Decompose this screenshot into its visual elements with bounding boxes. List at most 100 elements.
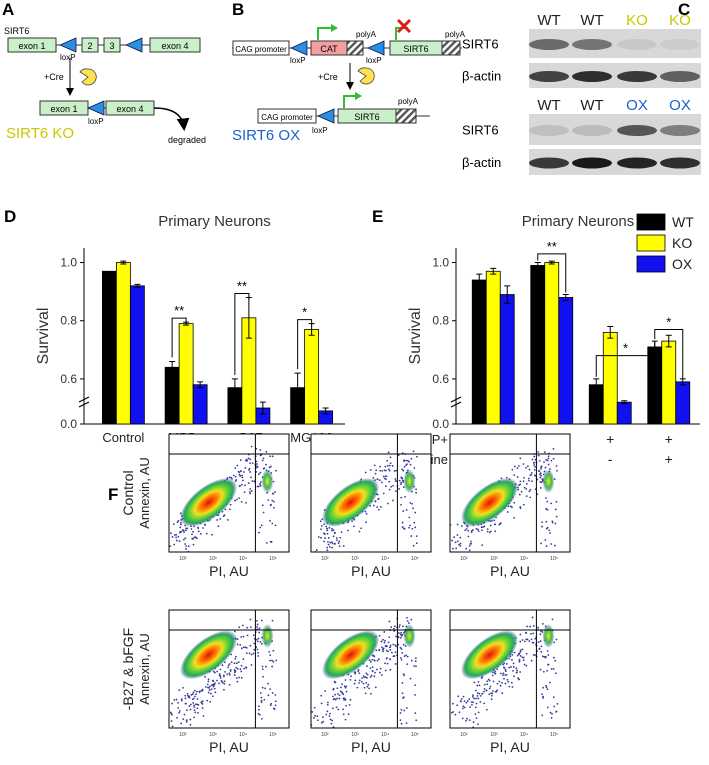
flow-event-dot — [269, 504, 272, 507]
flow-event-dot — [197, 711, 199, 714]
flow-event-dot — [189, 708, 192, 711]
flow-event-dot — [320, 528, 322, 531]
flow-event-dot — [403, 528, 406, 530]
flow-event-dot — [322, 716, 324, 719]
flow-event-dot — [394, 480, 397, 483]
error-bar — [120, 260, 127, 265]
flow-event-dot — [400, 496, 403, 499]
flow-event-dot — [382, 492, 385, 495]
flow-event-dot — [402, 510, 405, 512]
flow-event-dot — [529, 496, 532, 499]
flow-event-dot — [524, 467, 527, 469]
bar — [164, 366, 180, 425]
significance-label: ** — [174, 303, 184, 318]
flow-event-dot — [517, 465, 520, 467]
flow-event-dot — [219, 677, 222, 679]
flow-event-dot — [412, 450, 415, 453]
flow-event-dot — [529, 489, 532, 491]
error-bar — [169, 360, 176, 374]
flow-event-dot — [249, 626, 252, 628]
blot-band — [617, 157, 657, 169]
flow-event-dot — [544, 655, 547, 658]
legend-label: WT — [672, 214, 694, 230]
flow-event-dot — [384, 485, 387, 488]
cag-promoter-label: CAG promoter — [235, 45, 287, 54]
flow-event-dot — [388, 636, 391, 638]
legend-swatch — [636, 255, 666, 273]
flow-event-dot — [236, 680, 239, 683]
flow-event-dot — [191, 698, 194, 701]
flow-event-dot — [260, 701, 263, 703]
flow-event-dot — [331, 529, 333, 532]
flow-event-dot — [242, 479, 244, 482]
flow-plot-frame — [449, 433, 571, 553]
lane-label: OX — [669, 97, 691, 114]
flow-event-dot — [344, 698, 347, 701]
flow-event-dot — [383, 631, 386, 633]
flow-event-dot — [257, 485, 260, 488]
flow-event-dot — [469, 706, 471, 709]
flow-event-dot — [525, 488, 528, 490]
flow-event-dot — [491, 674, 494, 677]
flow-event-dot — [205, 532, 208, 535]
flow-x-tick-label: 10² — [460, 556, 468, 562]
flow-event-dot — [247, 457, 250, 460]
flow-event-dot — [522, 480, 525, 483]
flow-event-dot — [247, 482, 250, 485]
flow-event-dot — [411, 502, 414, 505]
flow-event-dot — [257, 712, 260, 715]
flow-event-dot — [328, 715, 331, 717]
flow-event-dot — [221, 664, 224, 667]
flow-event-dot — [238, 676, 240, 679]
flow-event-dot — [381, 469, 384, 472]
flow-event-dot — [176, 716, 178, 719]
panel-f: F WTKOOXControlAnnexin, AU10²10³10⁴10⁵PI… — [108, 433, 571, 755]
lane-label: OX — [626, 97, 648, 114]
flow-event-dot — [511, 468, 514, 471]
flow-event-dot — [483, 690, 485, 693]
flow-event-dot — [467, 535, 470, 538]
cag-promoter-box — [232, 40, 290, 56]
flow-event-dot — [402, 643, 405, 646]
flow-event-dot — [474, 706, 477, 709]
flow-event-dot — [381, 674, 383, 676]
flow-event-dot — [414, 694, 416, 696]
flow-event-dot — [386, 662, 389, 665]
flow-x-tick-label: 10² — [460, 732, 468, 738]
flow-event-dot — [504, 674, 507, 676]
error-bar — [593, 378, 600, 392]
flow-event-dot — [401, 651, 404, 654]
flow-cytometry-grid: WTKOOXControlAnnexin, AU10²10³10⁴10⁵PI, … — [120, 433, 571, 755]
flow-event-dot — [274, 491, 276, 493]
flow-event-dot — [545, 686, 548, 689]
panel-c-label: C — [678, 0, 690, 19]
flow-event-dot — [227, 664, 230, 667]
flow-event-dot — [371, 670, 374, 672]
significance-label: * — [666, 314, 671, 329]
flow-event-dot — [414, 657, 417, 660]
flow-event-dot — [180, 523, 182, 526]
flow-event-dot — [185, 720, 188, 723]
flow-event-dot — [257, 637, 260, 640]
flow-event-dot — [537, 451, 540, 453]
flow-event-dot — [378, 634, 381, 637]
flow-x-tick-label: 10⁴ — [239, 556, 247, 562]
bar — [616, 401, 632, 425]
flow-event-dot — [245, 646, 248, 649]
flow-event-dot — [244, 459, 247, 462]
blot-band — [660, 125, 700, 136]
flow-event-dot — [248, 652, 251, 655]
bar — [647, 346, 663, 425]
flow-event-dot — [458, 543, 460, 546]
flow-event-dot — [540, 474, 543, 477]
bar — [558, 297, 574, 425]
flow-event-dot — [184, 543, 186, 545]
flow-event-dot — [516, 467, 519, 470]
flow-event-dot — [322, 720, 325, 723]
flow-x-tick-label: 10⁵ — [269, 732, 277, 738]
flow-event-dot — [388, 469, 391, 472]
result-cag-promoter-box — [257, 108, 317, 124]
flow-event-dot — [235, 655, 237, 658]
flow-event-dot — [386, 464, 389, 467]
flow-event-dot — [323, 540, 325, 543]
